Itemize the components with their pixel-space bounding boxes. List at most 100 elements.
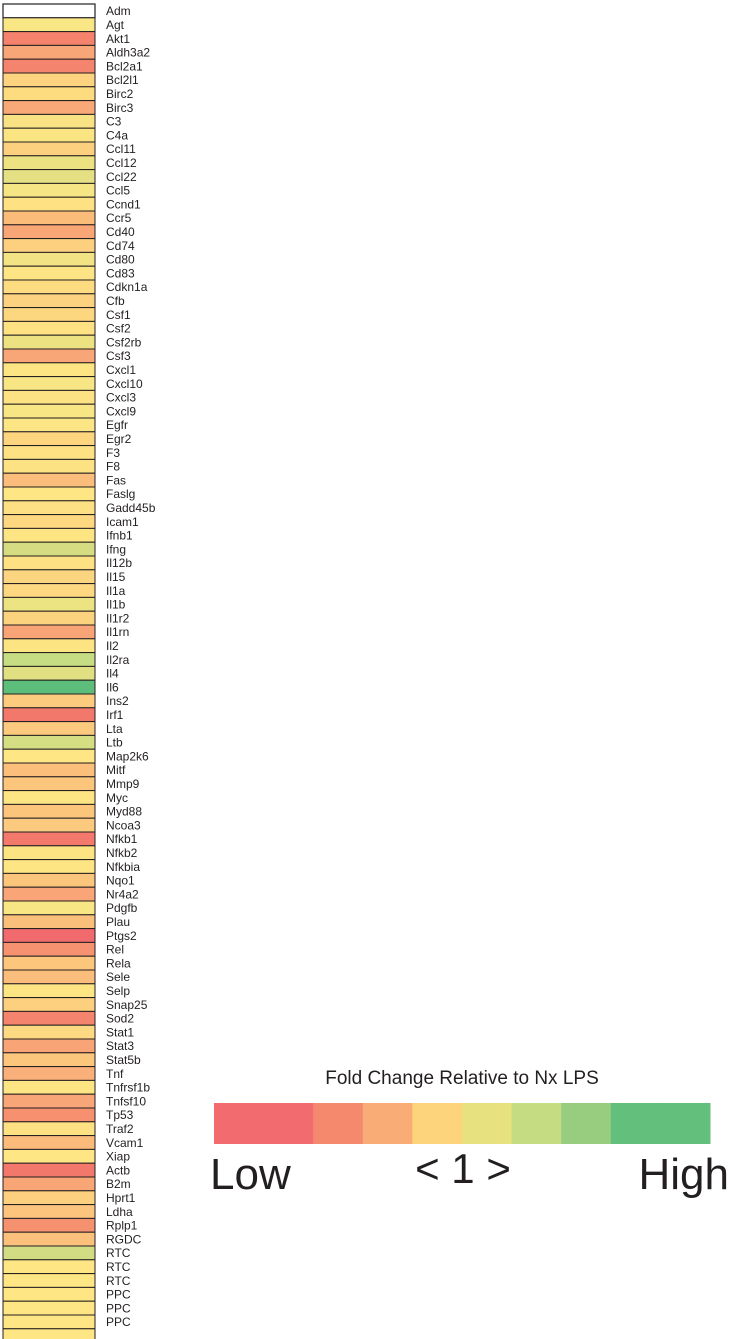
heatmap-cell [2, 955, 96, 971]
heatmap-cell [2, 900, 96, 916]
row-label: Cxcl9 [106, 404, 136, 418]
heatmap-cell [2, 58, 96, 74]
row-label: Nfkbia [106, 860, 140, 874]
heatmap-cell [2, 914, 96, 930]
heatmap-cell [2, 113, 96, 129]
heatmap-cell [2, 472, 96, 488]
heatmap-cell [2, 265, 96, 281]
row-label: Vcam1 [106, 1136, 144, 1150]
row-label: Ccl5 [106, 184, 130, 198]
heatmap-cell [2, 1190, 96, 1206]
row-label: RGDC [106, 1232, 142, 1246]
heatmap-cell [2, 1286, 96, 1302]
heatmap-cell [2, 307, 96, 322]
heatmap-cell [2, 803, 96, 819]
heatmap-cell [2, 928, 96, 943]
row-label: RTC [106, 1260, 131, 1274]
heatmap-cell [2, 569, 96, 585]
row-label: Rplp1 [106, 1219, 138, 1233]
row-label: Ccr5 [106, 211, 132, 225]
row-label: Ccnd1 [106, 197, 141, 211]
row-label: Myd88 [106, 805, 142, 819]
heatmap-cell [2, 790, 96, 805]
row-label: RTC [106, 1246, 131, 1260]
heatmap-cell [2, 1010, 96, 1026]
row-label: Il2ra [106, 653, 130, 667]
heatmap-cell [2, 431, 96, 447]
row-label: Faslg [106, 487, 135, 501]
heatmap-cell [2, 1231, 96, 1247]
row-label: Birc2 [106, 87, 134, 101]
heatmap-cell [2, 458, 96, 474]
heatmap-cell [2, 872, 96, 888]
heatmap-cell [2, 679, 96, 695]
row-label: Hprt1 [106, 1191, 136, 1205]
row-label: Ifnb1 [106, 529, 133, 543]
row-label: Ins2 [106, 694, 129, 708]
row-label: PPC [106, 1315, 131, 1329]
row-label: Cxcl10 [106, 377, 143, 391]
row-label: Il15 [106, 570, 126, 584]
heatmap-cell [2, 389, 96, 405]
row-label: Lta [106, 722, 123, 736]
row-label: Gadd45b [106, 501, 156, 515]
row-label: Sod2 [106, 1012, 134, 1026]
heatmap-cell [2, 969, 96, 985]
row-label: Sele [106, 970, 130, 984]
heatmap-cell [2, 665, 96, 681]
heatmap-cell [2, 348, 96, 364]
heatmap-cell [2, 1273, 96, 1288]
heatmap-cell [2, 72, 96, 88]
row-label: Cd40 [106, 225, 135, 239]
heatmap-cell [2, 44, 96, 60]
row-label: Traf2 [106, 1122, 134, 1136]
row-label: Mmp9 [106, 777, 140, 791]
row-label: Ptgs2 [106, 929, 137, 943]
heatmap-cell [2, 1052, 96, 1068]
heatmap-cell [2, 831, 96, 847]
row-label: Il1rn [106, 625, 129, 639]
row-label: Agt [106, 18, 125, 32]
heatmap-cell [2, 748, 96, 764]
row-label: PPC [106, 1301, 131, 1315]
row-label: Map2k6 [106, 749, 149, 763]
heatmap-cell [2, 376, 96, 391]
heatmap-cell [2, 886, 96, 902]
row-label: Il12b [106, 556, 132, 570]
heatmap-cell [2, 638, 96, 654]
row-label: Csf2rb [106, 335, 142, 349]
row-label: Csf2 [106, 322, 131, 336]
row-label: Ccl12 [106, 156, 137, 170]
heatmap-cell [2, 403, 96, 419]
heatmap-cell [2, 983, 96, 999]
heatmap-cell [2, 596, 96, 612]
heatmap-cell [2, 721, 96, 736]
row-label: Tp53 [106, 1108, 134, 1122]
row-label: C3 [106, 115, 122, 129]
heatmap-cell [2, 610, 96, 626]
heatmap-cell [2, 1121, 96, 1137]
row-label: Akt1 [106, 32, 130, 46]
heatmap-cell [2, 155, 96, 171]
row-label: Myc [106, 791, 128, 805]
row-label: Birc3 [106, 101, 134, 115]
heatmap-cell [2, 196, 96, 212]
row-label: Il1r2 [106, 611, 130, 625]
row-label: Nfkb2 [106, 846, 138, 860]
heatmap-cell [2, 1259, 96, 1275]
row-label: Tnfsf10 [106, 1094, 146, 1108]
row-label: Cdkn1a [106, 280, 148, 294]
heatmap-cell [2, 527, 96, 543]
heatmap-cell [2, 1079, 96, 1095]
row-label: C4a [106, 128, 128, 142]
row-label: Snap25 [106, 998, 148, 1012]
row-label: Il6 [106, 680, 119, 694]
heatmap-cell [2, 817, 96, 833]
legend-low-label: Low [210, 1150, 291, 1199]
heatmap-cell [2, 500, 96, 516]
heatmap-cell [2, 251, 96, 267]
row-label: Ldha [106, 1205, 133, 1219]
row-label: Ncoa3 [106, 818, 141, 832]
row-label: Cd80 [106, 253, 135, 267]
